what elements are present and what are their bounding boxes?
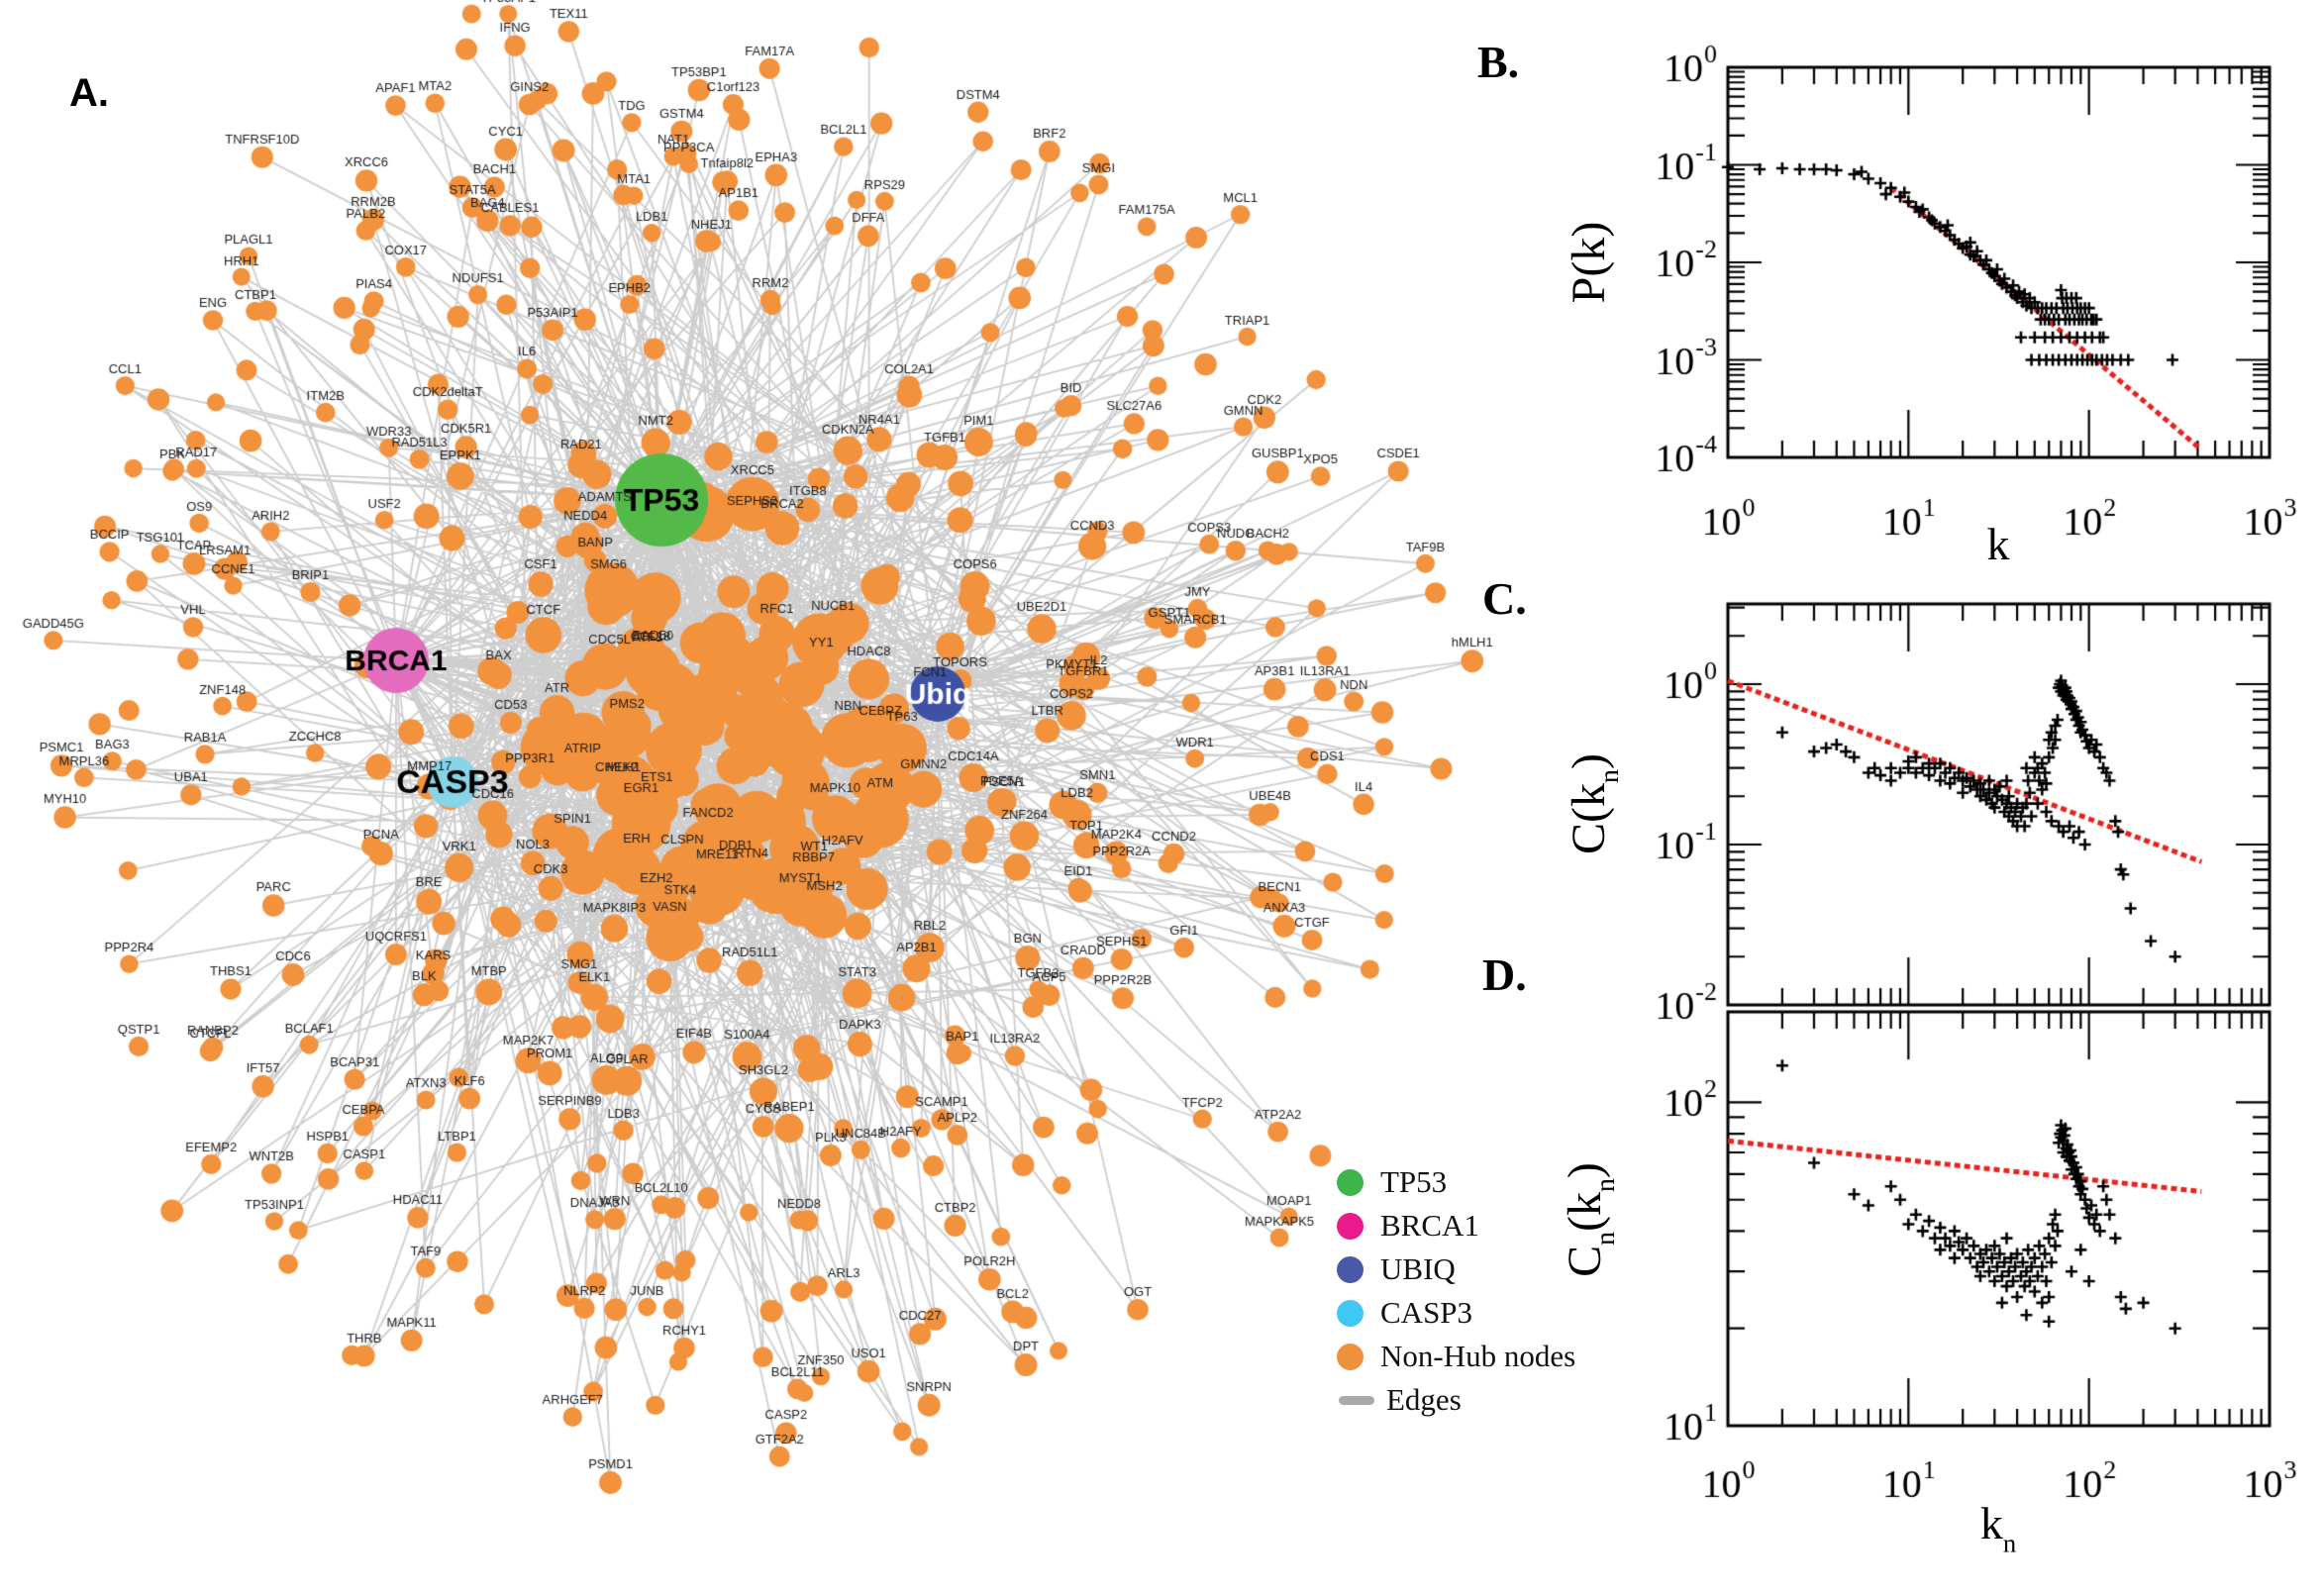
legend: TP53 BRCA1 UBIQ CASP3 Non-Hub nodes Edges bbox=[1337, 1164, 1575, 1426]
legend-swatch-icon bbox=[1337, 1343, 1364, 1370]
panel-label-b: B. bbox=[1477, 37, 1520, 87]
x-axis-label-kn: kn bbox=[1889, 1497, 2107, 1558]
axis-label-segment: k bbox=[1979, 1498, 2003, 1548]
axis-label-segment: n bbox=[2002, 1528, 2017, 1558]
panel-label-d: D. bbox=[1482, 949, 1527, 1000]
axis-label-segment: ) bbox=[1563, 753, 1615, 770]
legend-label: Non-Hub nodes bbox=[1380, 1339, 1576, 1373]
legend-item-ubiq: UBIQ bbox=[1337, 1251, 1575, 1287]
legend-item-edges: Edges bbox=[1337, 1382, 1575, 1418]
legend-label: BRCA1 bbox=[1380, 1208, 1479, 1243]
legend-label: CASP3 bbox=[1380, 1295, 1473, 1330]
legend-swatch-icon bbox=[1337, 1168, 1364, 1196]
legend-label: Edges bbox=[1386, 1382, 1462, 1417]
legend-swatch-icon bbox=[1337, 1299, 1364, 1327]
axis-label-segment: n bbox=[1593, 769, 1625, 783]
legend-item-casp3: CASP3 bbox=[1337, 1295, 1575, 1331]
legend-item-brca1: BRCA1 bbox=[1337, 1208, 1575, 1244]
axis-label-segment: C(k bbox=[1563, 782, 1615, 854]
y-axis-label-pk: P(k) bbox=[1562, 94, 1631, 431]
y-axis-label-ckn: C(kn) bbox=[1562, 636, 1631, 972]
legend-item-tp53: TP53 bbox=[1337, 1164, 1575, 1200]
axis-label-segment: n bbox=[1589, 1231, 1621, 1246]
legend-swatch-icon bbox=[1337, 1212, 1364, 1240]
legend-item-non-hub-nodes: Non-Hub nodes bbox=[1337, 1339, 1575, 1374]
panel-label-a: A. bbox=[69, 71, 109, 115]
axis-label-segment: n bbox=[1589, 1178, 1621, 1192]
panel-label-c: C. bbox=[1482, 573, 1527, 624]
x-axis-label-k: k bbox=[1889, 518, 2107, 577]
legend-label: UBIQ bbox=[1380, 1251, 1456, 1286]
legend-swatch-icon bbox=[1337, 1255, 1364, 1283]
edge-swatch-icon bbox=[1339, 1395, 1374, 1405]
legend-label: TP53 bbox=[1380, 1164, 1448, 1199]
axis-label-segment: P(k) bbox=[1563, 221, 1615, 304]
axis-label-segment: k bbox=[1986, 519, 2010, 569]
